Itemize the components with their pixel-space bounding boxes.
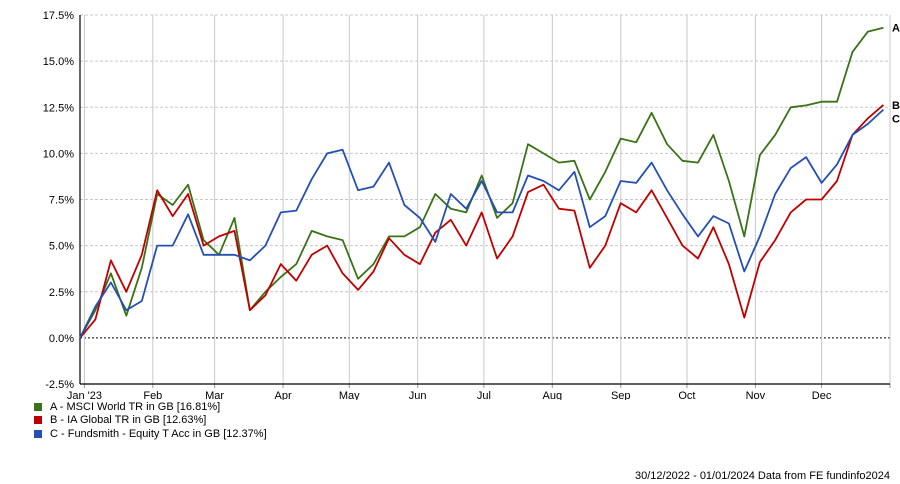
legend-label-b: B - IA Global TR in GB [12.63%] [50, 414, 207, 427]
legend-swatch-b [34, 416, 42, 425]
legend-swatch-c [34, 429, 42, 438]
x-tick-label: Dec [812, 390, 832, 400]
legend: A - MSCI World TR in GB [16.81%] B - IA … [34, 400, 267, 441]
x-tick-label: Nov [746, 390, 766, 400]
legend-item-b: B - IA Global TR in GB [12.63%] [34, 414, 267, 428]
legend-label-a: A - MSCI World TR in GB [16.81%] [50, 400, 221, 413]
x-tick-label: Feb [143, 390, 162, 400]
y-tick-label: -2.5% [45, 379, 74, 391]
x-tick-label: Jan '23 [67, 390, 102, 400]
x-tick-label: Jul [477, 390, 491, 400]
y-tick-label: 17.5% [43, 10, 74, 22]
series-line-c [79, 108, 885, 339]
x-tick-label: May [339, 390, 360, 400]
series-end-label: C [892, 114, 900, 126]
x-tick-label: Jun [409, 390, 427, 400]
y-tick-label: 2.5% [49, 287, 74, 299]
legend-item-a: A - MSCI World TR in GB [16.81%] [34, 400, 267, 414]
y-tick-label: 12.5% [43, 102, 74, 114]
series-end-label: B [892, 100, 900, 112]
data-source-footer: 30/12/2022 - 01/01/2024 Data from FE fun… [634, 470, 890, 482]
legend-item-c: C - Fundsmith - Equity T Acc in GB [12.3… [34, 427, 267, 441]
y-tick-label: 5.0% [49, 241, 74, 253]
y-tick-label: 7.5% [49, 195, 74, 207]
x-tick-label: Oct [678, 390, 695, 400]
series-line-b [79, 104, 884, 339]
x-tick-label: Sep [611, 390, 631, 400]
y-tick-label: 15.0% [43, 56, 74, 68]
x-tick-label: Mar [205, 390, 224, 400]
x-tick-label: Aug [543, 390, 563, 400]
series-line-a [79, 26, 884, 339]
series-end-label: A [892, 23, 900, 35]
line-chart: -2.5% 0.0% 2.5% 5.0% 7.5% 10.0% 12.5% 15.0% 17.5… [43, 10, 900, 400]
x-tick-label: Apr [274, 390, 291, 400]
y-tick-label: 0.0% [49, 333, 74, 345]
legend-swatch-a [34, 402, 42, 411]
y-tick-label: 10.0% [43, 148, 74, 160]
legend-label-c: C - Fundsmith - Equity T Acc in GB [12.3… [50, 427, 267, 440]
